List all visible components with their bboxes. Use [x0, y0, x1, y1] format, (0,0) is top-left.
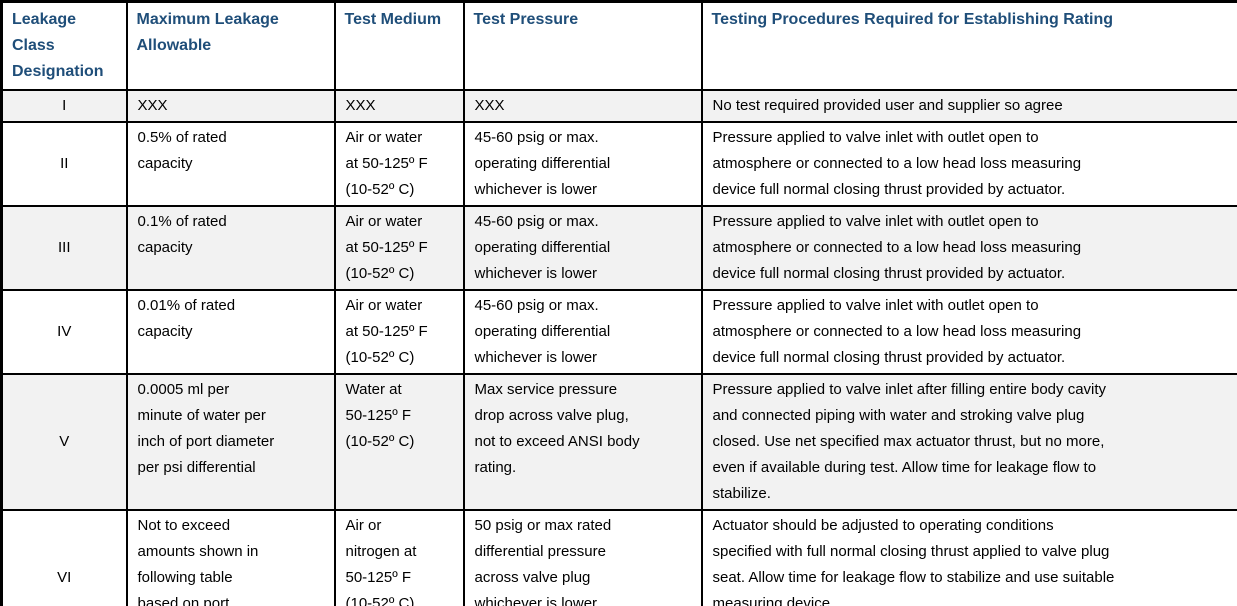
cell-testing-procedures: Pressure applied to valve inlet with out…: [700, 121, 1237, 207]
cell-max-leakage: 0.0005 ml per minute of water per inch o…: [125, 373, 336, 511]
cell-test-medium: Air or nitrogen at 50-125º F (10-52º C): [333, 509, 465, 606]
cell-class-designation: IV: [0, 289, 128, 375]
cell-testing-procedures: Pressure applied to valve inlet with out…: [700, 205, 1237, 291]
cell-test-pressure: XXX: [462, 89, 703, 123]
cell-testing-procedures: No test required provided user and suppl…: [700, 89, 1237, 123]
cell-test-pressure: 50 psig or max rated differential pressu…: [462, 509, 703, 606]
table-row-class-iii: III 0.1% of rated capacity Air or water …: [0, 205, 1237, 291]
table-row-class-i: I XXX XXX XXX No test required provided …: [0, 89, 1237, 123]
cell-test-pressure: 45-60 psig or max. operating differentia…: [462, 289, 703, 375]
table-row-class-vi: VI Not to exceed amounts shown in follow…: [0, 509, 1237, 606]
cell-testing-procedures: Actuator should be adjusted to operating…: [700, 509, 1237, 606]
table-header-row: Leakage Class Designation Maximum Leakag…: [0, 0, 1237, 91]
table-row-class-iv: IV 0.01% of rated capacity Air or water …: [0, 289, 1237, 375]
column-header-leakage-class: Leakage Class Designation: [0, 0, 128, 91]
cell-max-leakage: 0.1% of rated capacity: [125, 205, 336, 291]
cell-test-pressure: 45-60 psig or max. operating differentia…: [462, 205, 703, 291]
cell-class-designation: II: [0, 121, 128, 207]
cell-test-medium: Air or water at 50-125º F (10-52º C): [333, 289, 465, 375]
cell-testing-procedures: Pressure applied to valve inlet with out…: [700, 289, 1237, 375]
cell-test-pressure: Max service pressure drop across valve p…: [462, 373, 703, 511]
cell-max-leakage: Not to exceed amounts shown in following…: [125, 509, 336, 606]
cell-test-medium: XXX: [333, 89, 465, 123]
cell-class-designation: VI: [0, 509, 128, 606]
cell-max-leakage: 0.01% of rated capacity: [125, 289, 336, 375]
column-header-max-leakage: Maximum Leakage Allowable: [125, 0, 336, 91]
cell-testing-procedures: Pressure applied to valve inlet after fi…: [700, 373, 1237, 511]
cell-class-designation: I: [0, 89, 128, 123]
cell-test-medium: Air or water at 50-125º F (10-52º C): [333, 121, 465, 207]
cell-class-designation: III: [0, 205, 128, 291]
column-header-test-pressure: Test Pressure: [462, 0, 703, 91]
column-header-test-medium: Test Medium: [333, 0, 465, 91]
cell-test-medium: Air or water at 50-125º F (10-52º C): [333, 205, 465, 291]
cell-max-leakage: 0.5% of rated capacity: [125, 121, 336, 207]
cell-class-designation: V: [0, 373, 128, 511]
column-header-testing-procedures: Testing Procedures Required for Establis…: [700, 0, 1237, 91]
table-row-class-v: V 0.0005 ml per minute of water per inch…: [0, 373, 1237, 511]
table-row-class-ii: II 0.5% of rated capacity Air or water a…: [0, 121, 1237, 207]
cell-test-pressure: 45-60 psig or max. operating differentia…: [462, 121, 703, 207]
cell-test-medium: Water at 50-125º F (10-52º C): [333, 373, 465, 511]
cell-max-leakage: XXX: [125, 89, 336, 123]
